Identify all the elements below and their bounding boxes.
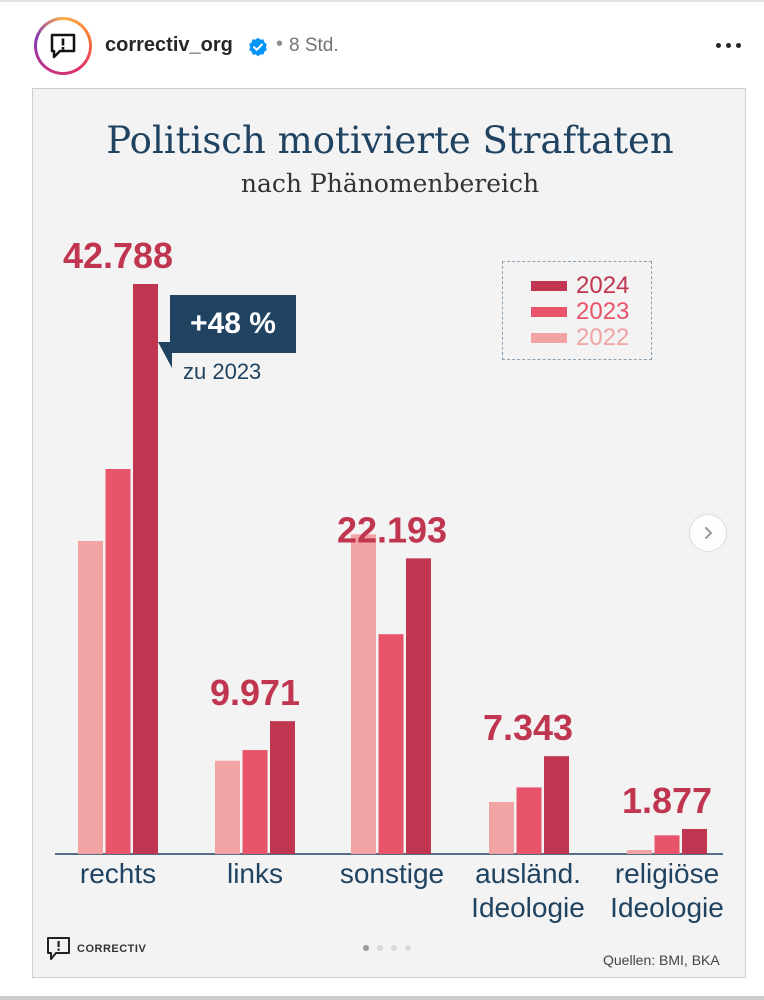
bar-2023-4 xyxy=(654,835,680,854)
top-divider xyxy=(0,0,764,2)
value-label: 42.788 xyxy=(63,235,173,276)
category-label: sonstige xyxy=(340,858,444,889)
avatar[interactable] xyxy=(34,17,92,75)
chart-subtitle: nach Phänomenbereich xyxy=(240,169,540,198)
callout-pointer xyxy=(158,342,172,368)
category-label: links xyxy=(227,858,283,889)
bottom-divider xyxy=(0,996,764,1000)
post-time: 8 Std. xyxy=(289,35,339,56)
bar-chart: 42.788 rechts 9.971 links 22.193 sonstige 7.34… xyxy=(55,235,724,923)
bar-2022-3 xyxy=(489,802,514,854)
post-header: correctiv_org • 8 Std. xyxy=(0,0,764,90)
bar-2022-2 xyxy=(351,534,376,854)
correctiv-logo-icon xyxy=(42,25,84,67)
verified-badge-icon xyxy=(249,37,267,57)
carousel-dot-1 xyxy=(363,945,369,951)
carousel-dot-3 xyxy=(391,945,397,951)
bar-2023-2 xyxy=(378,634,404,854)
callout-subtext: zu 2023 xyxy=(183,359,262,384)
post-image-card[interactable]: Politisch motivierte Straftaten nach Phä… xyxy=(32,88,746,978)
legend-label-2022: 2022 xyxy=(576,324,630,351)
change-callout: +48 % xyxy=(170,295,296,353)
bar-2024-3 xyxy=(544,756,569,854)
legend-item-2023: 2023 xyxy=(531,300,641,324)
bar-2023-3 xyxy=(516,787,542,854)
username[interactable]: correctiv_org xyxy=(105,34,233,56)
value-label: 22.193 xyxy=(337,509,447,550)
carousel-indicator xyxy=(359,945,419,953)
legend-item-2022: 2022 xyxy=(531,326,641,350)
carousel-dot-4 xyxy=(405,945,411,951)
legend-swatch-2022 xyxy=(531,333,567,343)
legend-swatch-2024 xyxy=(531,281,567,291)
category-label: Ideologie xyxy=(610,892,724,923)
correctiv-brand: CORRECTIV xyxy=(45,935,146,965)
category-label: Ideologie xyxy=(471,892,585,923)
value-label: 1.877 xyxy=(622,780,712,821)
bar-2022-1 xyxy=(215,760,240,854)
bar-2024-0 xyxy=(133,284,158,854)
value-label: 9.971 xyxy=(210,672,300,713)
separator-dot: • xyxy=(276,33,284,55)
chart-legend: 2024 2023 2022 xyxy=(502,261,652,360)
chart-title: Politisch motivierte Straftaten xyxy=(106,119,674,162)
bar-2023-0 xyxy=(105,469,131,854)
next-slide-button[interactable] xyxy=(689,514,727,552)
bar-2022-0 xyxy=(78,540,103,854)
correctiv-brand-icon xyxy=(47,937,70,960)
chart-source: Quellen: BMI, BKA xyxy=(603,952,720,968)
category-label: religiöse xyxy=(615,858,719,889)
brand-name: CORRECTIV xyxy=(77,943,147,955)
bar-2024-4 xyxy=(682,828,707,854)
more-options-icon[interactable] xyxy=(714,40,744,52)
legend-label-2023: 2023 xyxy=(576,298,630,325)
bar-2022-4 xyxy=(627,850,652,854)
bar-2024-1 xyxy=(270,721,295,854)
bar-2023-1 xyxy=(242,750,268,854)
legend-item-2024: 2024 xyxy=(531,274,641,298)
carousel-dot-2 xyxy=(377,945,383,951)
chevron-right-icon xyxy=(705,527,713,539)
category-label: ausländ. xyxy=(475,858,581,889)
category-label: rechts xyxy=(80,858,156,889)
avatar-inner xyxy=(37,20,89,72)
legend-swatch-2023 xyxy=(531,307,567,317)
value-label: 7.343 xyxy=(483,707,573,748)
legend-label-2024: 2024 xyxy=(576,272,630,299)
bar-2024-2 xyxy=(406,558,431,854)
